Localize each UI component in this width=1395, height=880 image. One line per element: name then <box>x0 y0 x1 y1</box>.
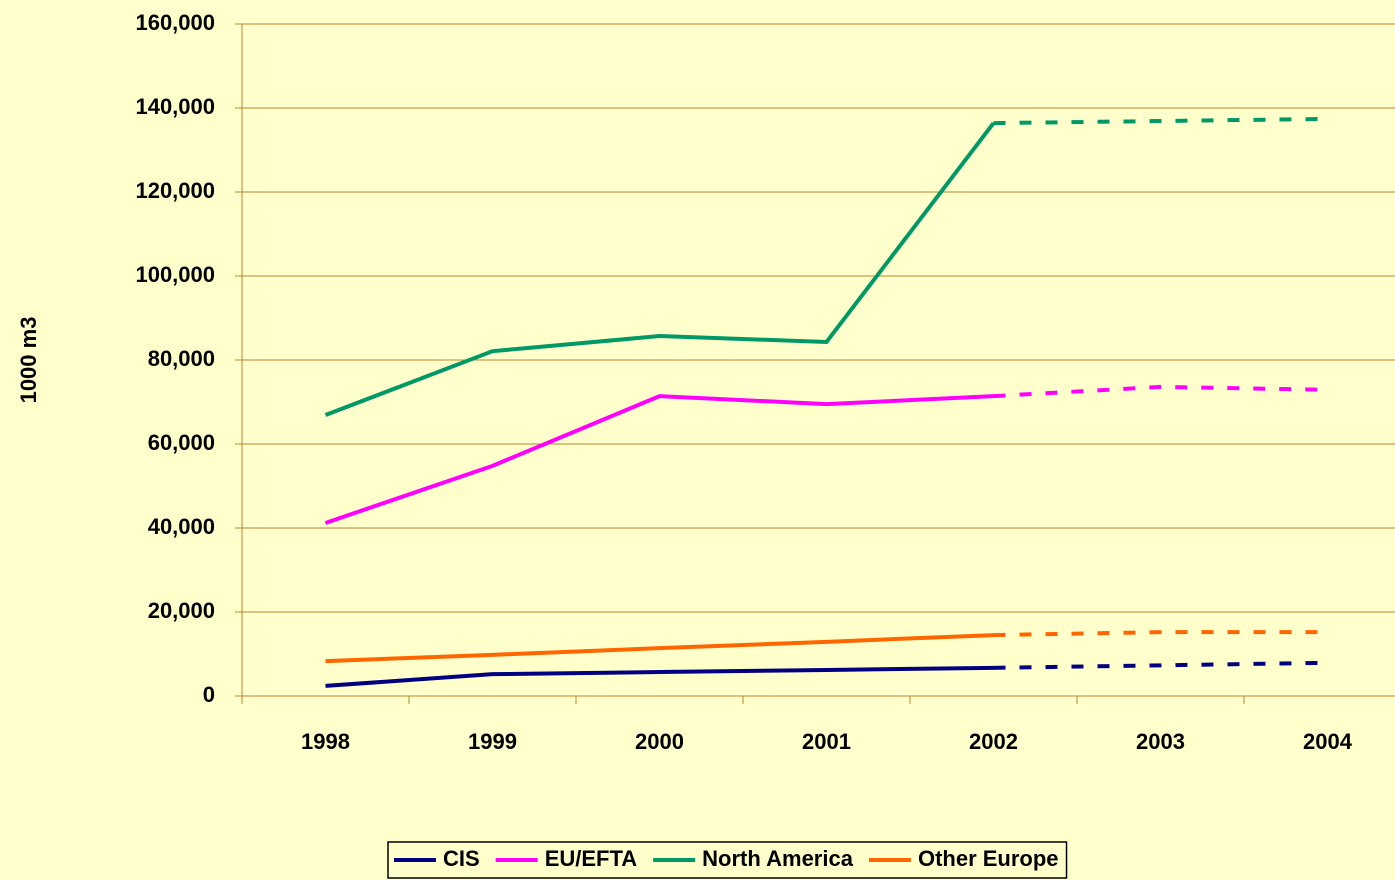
x-tick-label: 2001 <box>802 729 851 754</box>
x-tick-label: 2003 <box>1136 729 1185 754</box>
series-line-dashed <box>993 116 1328 126</box>
x-tick-label: 2000 <box>635 729 684 754</box>
series-line-dashed <box>993 630 1328 638</box>
x-tick-label: 2002 <box>969 729 1018 754</box>
y-tick-label: 100,000 <box>135 262 215 287</box>
x-tick-label: 1999 <box>468 729 517 754</box>
series-line-dashed <box>993 384 1328 399</box>
legend-label: CIS <box>443 846 480 871</box>
y-tick-label: 0 <box>203 682 215 707</box>
series-line <box>325 633 994 664</box>
series-line-dashed <box>993 660 1328 670</box>
y-tick-label: 60,000 <box>148 430 215 455</box>
series-line <box>324 121 996 417</box>
x-tick-label: 1998 <box>301 729 350 754</box>
y-tick-label: 80,000 <box>148 346 215 371</box>
x-tick-label: 2004 <box>1303 729 1353 754</box>
legend-label: North America <box>702 846 854 871</box>
series-line <box>324 394 994 525</box>
legend-label: EU/EFTA <box>545 846 638 871</box>
y-tick-label: 40,000 <box>148 514 215 539</box>
y-tick-label: 20,000 <box>148 598 215 623</box>
series-line <box>325 665 994 688</box>
y-tick-label: 160,000 <box>135 10 215 35</box>
y-tick-label: 140,000 <box>135 94 215 119</box>
y-tick-label: 120,000 <box>135 178 215 203</box>
legend-label: Other Europe <box>918 846 1059 871</box>
y-axis-label: 1000 m3 <box>16 317 41 404</box>
